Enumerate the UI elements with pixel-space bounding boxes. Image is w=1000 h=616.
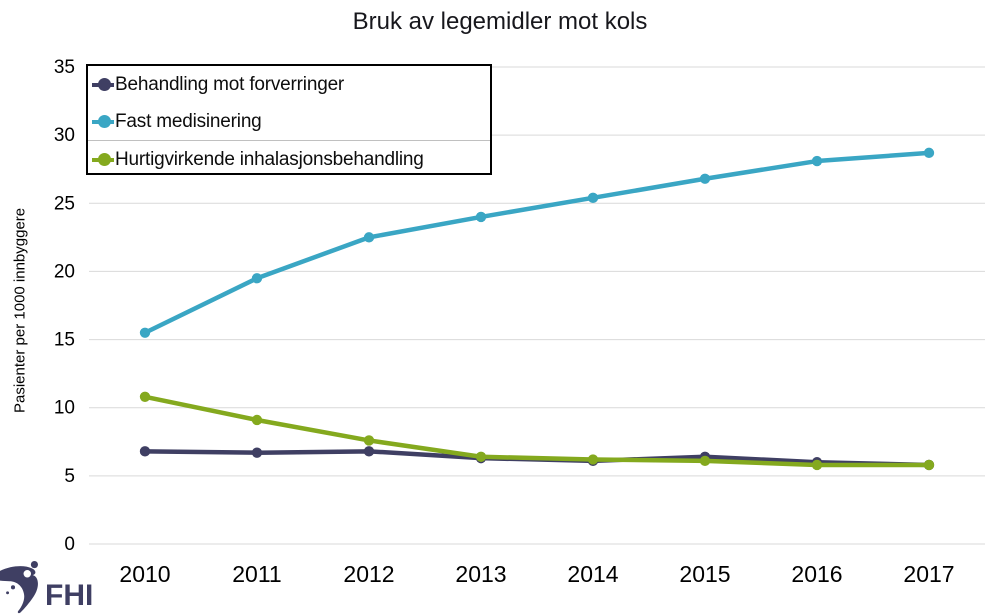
svg-text:2011: 2011 (232, 561, 281, 587)
svg-text:2010: 2010 (119, 561, 170, 587)
svg-text:2015: 2015 (679, 561, 730, 587)
svg-text:2017: 2017 (903, 561, 954, 587)
svg-text:2012: 2012 (343, 561, 394, 587)
svg-text:FHI: FHI (45, 579, 93, 612)
svg-text:15: 15 (54, 330, 75, 351)
svg-text:20: 20 (54, 261, 75, 282)
svg-text:35: 35 (54, 57, 75, 78)
svg-text:2016: 2016 (791, 561, 842, 587)
svg-text:0: 0 (64, 534, 75, 555)
svg-text:10: 10 (54, 398, 75, 419)
svg-text:5: 5 (64, 466, 75, 487)
svg-text:30: 30 (54, 125, 75, 146)
svg-text:25: 25 (54, 193, 75, 214)
svg-text:2014: 2014 (567, 561, 618, 587)
svg-text:2013: 2013 (455, 561, 506, 587)
